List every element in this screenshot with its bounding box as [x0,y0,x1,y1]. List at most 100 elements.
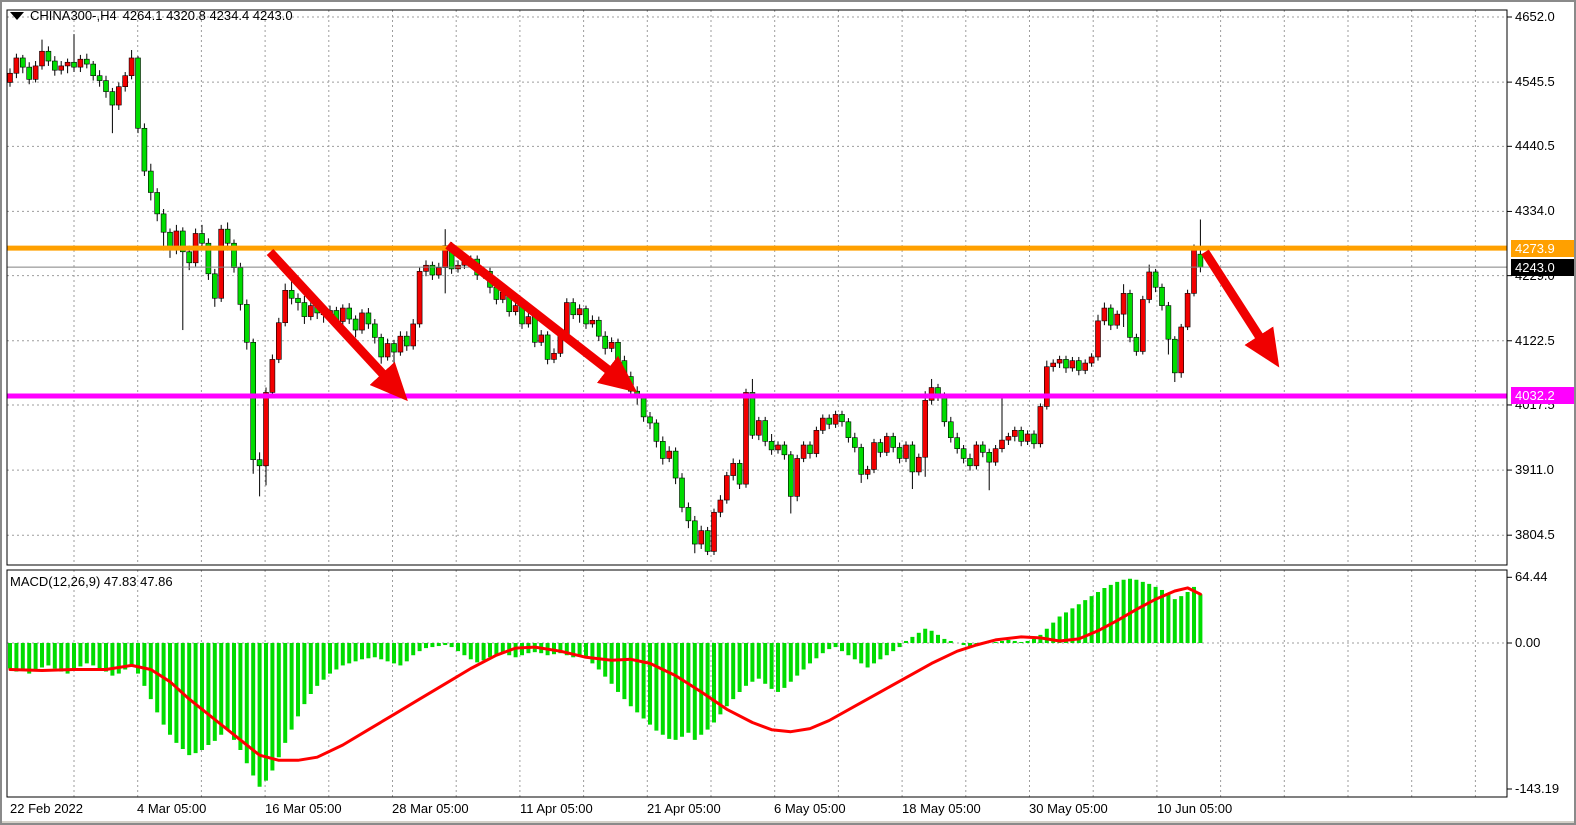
candle-down [858,447,865,475]
candle-down [365,312,372,325]
candle-down [807,444,813,454]
candle-down [583,308,589,325]
candle-up [723,475,730,501]
candle-down [224,228,231,244]
time-axis-label: 10 Jun 05:00 [1157,801,1233,816]
candle-down [768,441,775,451]
candle-up [512,305,519,313]
candle-up [871,442,877,470]
candle-down [71,61,77,68]
candle-up [282,290,289,324]
candle-down [237,267,244,305]
candle-up [435,267,442,276]
candle-up [384,343,391,358]
price-badge-4032.2: 4032.2 [1511,387,1574,405]
price-badge-4243.0: 4243.0 [1511,258,1574,276]
candle-down [180,230,186,253]
candle-up [832,414,839,425]
candle-up [77,58,84,68]
price-axis-label: 4440.5 [1515,138,1555,154]
candle-down [595,319,602,337]
candle-down [672,450,679,479]
candle-down [1031,433,1037,445]
candle-down [205,242,212,275]
candle-up [1140,299,1146,352]
candle-up [1120,293,1127,315]
candle-down [256,459,263,467]
time-axis-label: 21 Apr 05:00 [647,801,721,816]
candle-up [755,420,762,436]
candle-down [352,318,359,331]
price-axis[interactable]: 4652.04545.54440.54334.04229.04122.54017… [1511,2,1574,798]
candle-up [359,312,365,331]
candle-down [1197,253,1204,268]
price-axis-label: 4545.5 [1515,74,1555,90]
trend-arrow[interactable] [445,241,638,393]
candle-down [1159,286,1165,306]
candle-down [685,507,692,522]
symbol-dropdown-icon[interactable] [10,11,24,20]
candle-up [1114,313,1120,326]
candle-down [781,444,788,456]
candle-down [1076,360,1082,371]
candle-down [896,447,903,459]
candle-up [813,430,820,454]
candle-up [1037,406,1044,445]
candle-up [743,392,749,485]
time-axis-label: 11 Apr 05:00 [520,801,593,816]
candle-down [749,392,756,436]
candle-down [967,458,973,467]
candle-up [39,50,45,67]
candle-down [1063,359,1069,369]
candle-down [301,302,308,317]
candle-down [288,290,295,299]
candle-down [544,334,551,360]
candle-down [103,80,109,92]
candle-down [621,360,628,377]
candle-up [576,308,583,316]
candle-up [883,436,890,453]
candle-down [954,437,961,449]
candle-up [864,469,871,475]
candle-up [711,511,717,552]
candle-up [128,57,135,76]
candle-down [295,297,301,303]
title-ohlc-values: 4264.1 4320.8 4234.4 4243.0 [122,8,293,23]
candle-up [1050,362,1056,368]
candle-up [58,65,65,71]
candle-down [429,264,436,276]
candle-up [922,400,929,458]
candle-down [1018,430,1025,442]
candle-down [986,452,993,463]
trend-arrow[interactable] [1201,249,1280,368]
candle-down [602,335,609,349]
trend-arrow[interactable] [266,248,408,402]
price-axis-label: 4122.5 [1515,332,1555,348]
price-badge-4273.9: 4273.9 [1511,239,1574,257]
candle-up [992,448,999,463]
candle-up [13,57,20,74]
candle-up [915,456,922,473]
candle-down [135,57,141,129]
time-axis[interactable]: 22 Feb 2022 4 Mar 05:00 16 Mar 05:00 28 Mar… [2,798,1574,820]
candle-up [775,444,781,451]
macd-axis-label: 64.44 [1515,569,1548,585]
candle-down [371,323,378,338]
window-bottom-edge [2,820,1574,823]
candle-down [96,75,103,81]
candle-up [1024,433,1031,442]
candle-down [148,170,154,193]
candle-up [1088,356,1095,364]
candle-down [890,436,897,448]
candle-up [416,271,423,325]
candle-down [403,335,410,347]
candle-down [877,442,884,453]
candle-up [1056,359,1063,364]
candle-up [730,463,737,476]
candle-down [90,63,96,76]
candle-up [32,65,39,80]
macd-axis-label: 0.00 [1515,635,1541,650]
candle-down [787,454,794,497]
